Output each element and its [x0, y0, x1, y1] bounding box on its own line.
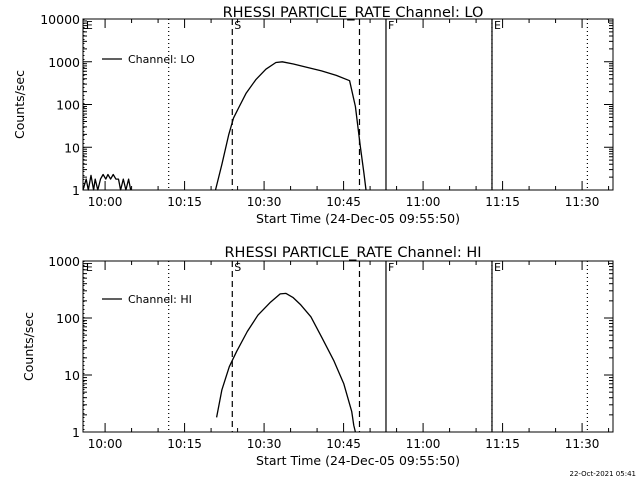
- legend-label: Channel: LO: [128, 53, 195, 66]
- series-line-segment: [215, 292, 357, 433]
- y-tick-label: 100: [56, 98, 80, 113]
- chart-title: RHESSI PARTICLE_RATE Channel: LO: [223, 5, 484, 21]
- y-tick-label: 1: [72, 425, 80, 440]
- marker-label-e: E: [86, 261, 93, 274]
- x-tick-label: 11:00: [406, 437, 441, 451]
- x-tick-label: 11:30: [565, 195, 600, 209]
- hi-channel-panel: RHESSI PARTICLE_RATE Channel: HI E S F E 10:0…: [21, 245, 614, 468]
- x-tick-label: 11:15: [485, 195, 520, 209]
- marker-label-f: F: [388, 261, 394, 274]
- x-tick-label: 10:45: [326, 437, 361, 451]
- y-axis-label: Counts/sec: [12, 70, 27, 139]
- legend-label: Channel: HI: [128, 293, 192, 306]
- series-line-segment: [214, 61, 367, 191]
- y-tick-label: 1000: [48, 254, 80, 269]
- x-tick-label: 10:15: [167, 195, 202, 209]
- x-tick-label: 10:15: [167, 437, 202, 451]
- y-axis-label: Counts/sec: [21, 312, 36, 381]
- x-tick-label: 11:30: [565, 437, 600, 451]
- marker-label-e: E: [494, 261, 501, 274]
- marker-label-s: S: [234, 19, 241, 32]
- x-axis-label: Start Time (24-Dec-05 09:55:50): [256, 211, 460, 226]
- x-tick-label: 10:45: [326, 195, 361, 209]
- y-tick-label: 100: [56, 311, 80, 326]
- marker-label-f: F: [388, 19, 394, 32]
- plot-frame: [82, 260, 614, 433]
- x-tick-label: 10:00: [88, 195, 123, 209]
- marker-label-e: E: [494, 19, 501, 32]
- x-tick-label: 11:00: [406, 195, 441, 209]
- lo-channel-panel: RHESSI PARTICLE_RATE Channel: LO E S F E 10:0…: [12, 5, 614, 226]
- series-line-segment: [82, 173, 132, 191]
- chart-title: RHESSI PARTICLE_RATE Channel: HI: [224, 245, 481, 261]
- x-tick-label: 11:15: [485, 437, 520, 451]
- x-axis-label: Start Time (24-Dec-05 09:55:50): [256, 453, 460, 468]
- y-tick-label: 1: [72, 183, 80, 198]
- x-tick-label: 10:30: [247, 437, 282, 451]
- y-tick-label: 10000: [40, 12, 80, 27]
- x-tick-label: 10:30: [247, 195, 282, 209]
- y-tick-label: 1000: [48, 55, 80, 70]
- marker-label-e: E: [86, 19, 93, 32]
- y-tick-label: 10: [64, 140, 80, 155]
- x-tick-label: 10:00: [88, 437, 123, 451]
- y-tick-label: 10: [64, 368, 80, 383]
- generation-timestamp: 22-Oct-2021 05:41: [570, 470, 636, 478]
- marker-label-s: S: [234, 261, 241, 274]
